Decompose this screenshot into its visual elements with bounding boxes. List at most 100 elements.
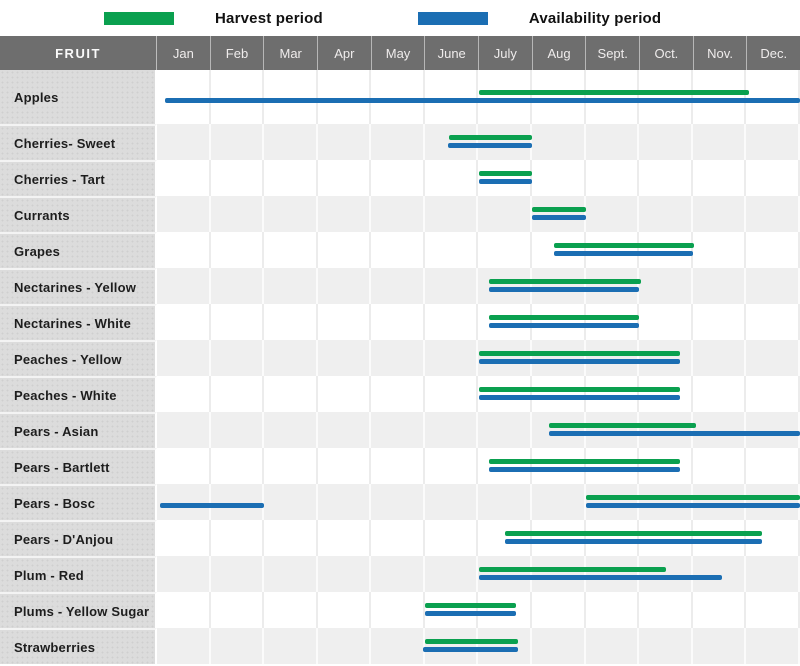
grid-cell <box>318 124 372 160</box>
grid-cell <box>211 340 265 376</box>
grid-cell <box>586 124 640 160</box>
fruit-label: Strawberries <box>0 628 157 664</box>
grid-cell <box>157 268 211 304</box>
availability-bar <box>549 431 800 436</box>
grid-cell <box>746 628 800 664</box>
harvest-bar <box>489 459 680 464</box>
grid-cell <box>211 592 265 628</box>
availability-swatch-icon <box>417 11 488 25</box>
month-header-cell: Nov. <box>694 36 748 70</box>
legend-item-harvest: Harvest period <box>104 10 323 27</box>
grid-cell <box>425 268 479 304</box>
grid-cell <box>157 124 211 160</box>
grid-cell <box>639 70 693 124</box>
grid-cell <box>693 412 747 448</box>
fruit-column-header: FRUIT <box>0 36 157 70</box>
grid-cell <box>532 124 586 160</box>
grid-cell <box>478 628 533 664</box>
fruit-row: Nectarines - White <box>0 304 800 340</box>
grid-cell <box>318 160 372 196</box>
availability-bar <box>423 647 518 652</box>
grid-cell <box>532 412 586 448</box>
grid-cell <box>211 448 265 484</box>
harvest-bar <box>489 315 640 320</box>
grid-cell <box>318 376 372 412</box>
fruit-row: Plum - Red <box>0 556 800 592</box>
grid-cell <box>371 484 425 520</box>
availability-bar <box>489 467 680 472</box>
grid-cell <box>371 448 425 484</box>
month-header-cell: June <box>425 36 480 70</box>
fruit-row: Strawberries <box>0 628 800 664</box>
grid-cell <box>264 520 318 556</box>
grid-cell <box>371 556 425 592</box>
grid-cell <box>371 160 425 196</box>
grid-cell <box>693 70 747 124</box>
grid-cell <box>478 340 533 376</box>
grid-cell <box>318 304 372 340</box>
row-track <box>157 412 800 448</box>
grid-cell <box>746 304 800 340</box>
harvest-bar <box>532 207 586 212</box>
grid-cell <box>478 268 533 304</box>
grid-cell <box>746 70 800 124</box>
grid-cell <box>318 196 372 232</box>
grid-cell <box>318 412 372 448</box>
grid-cell <box>586 592 640 628</box>
grid-cell <box>318 628 372 664</box>
availability-bar <box>585 503 800 508</box>
fruit-label: Peaches - Yellow <box>0 340 157 376</box>
grid-cell <box>478 70 533 124</box>
grid-cell <box>478 304 533 340</box>
harvest-bar <box>478 171 533 176</box>
fruit-row: Peaches - Yellow <box>0 340 800 376</box>
grid-cell <box>425 340 479 376</box>
grid-cell <box>639 412 693 448</box>
fruit-label: Pears - Bosc <box>0 484 157 520</box>
grid-cell <box>532 484 586 520</box>
grid-cell <box>211 124 265 160</box>
availability-bar <box>489 287 640 292</box>
grid-cell <box>532 448 586 484</box>
grid-cell <box>746 160 800 196</box>
grid-cell <box>639 160 693 196</box>
grid-cell <box>371 376 425 412</box>
fruit-row: Grapes <box>0 232 800 268</box>
grid-cell <box>586 232 640 268</box>
grid-cell <box>211 268 265 304</box>
grid-cell <box>586 628 640 664</box>
grid-cell <box>318 556 372 592</box>
grid-cell <box>264 160 318 196</box>
month-header-cell: Aug <box>533 36 587 70</box>
grid-cell <box>693 556 747 592</box>
fruit-label: Pears - Bartlett <box>0 448 157 484</box>
grid-cell <box>639 592 693 628</box>
fruit-label: Plums - Yellow Sugar <box>0 592 157 628</box>
grid-cell <box>425 520 479 556</box>
grid-cell <box>371 520 425 556</box>
grid-cell <box>371 340 425 376</box>
fruit-label: Nectarines - Yellow <box>0 268 157 304</box>
grid-cell <box>639 556 693 592</box>
grid-cell <box>157 628 211 664</box>
grid-cell <box>211 556 265 592</box>
grid-cell <box>211 484 265 520</box>
grid-cell <box>157 376 211 412</box>
harvest-bar <box>424 639 518 644</box>
row-track <box>157 448 800 484</box>
grid-cell <box>478 448 533 484</box>
harvest-bar <box>478 387 680 392</box>
grid-cell <box>586 412 640 448</box>
row-track <box>157 592 800 628</box>
grid-cell <box>478 592 533 628</box>
grid-cell <box>746 412 800 448</box>
grid-cell <box>371 124 425 160</box>
grid-cell <box>586 268 640 304</box>
grid-cell <box>318 232 372 268</box>
grid-cell <box>693 232 747 268</box>
grid-cell <box>586 340 640 376</box>
grid-cell <box>157 592 211 628</box>
grid-cell <box>478 124 533 160</box>
fruit-label: Cherries- Sweet <box>0 124 157 160</box>
grid-cell <box>264 70 318 124</box>
